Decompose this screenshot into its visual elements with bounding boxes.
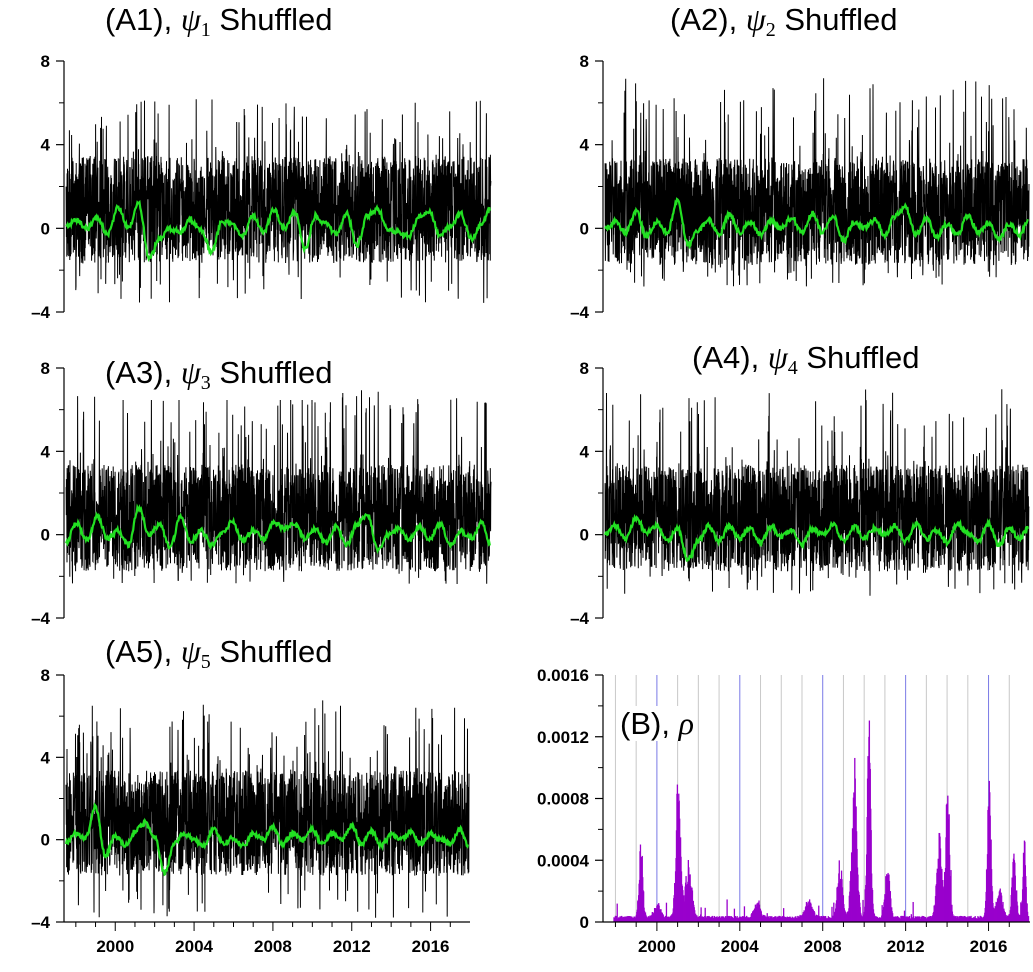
panel-B-title-prefix: (B), [620,706,670,741]
smoothed-series-line [604,513,1029,562]
x-tick-label: 2008 [804,937,842,956]
y-tick-label: 0 [580,526,589,545]
panel-A2-title-prefix: (A2), [670,2,738,37]
panel-A3-title-subscript: 3 [200,372,211,394]
y-tick-label: –4 [31,913,50,932]
bar [616,903,618,922]
panel-A4-title-suffix: Shuffled [806,340,920,375]
panel-A3: 8 4 0 –4 [31,359,492,628]
panel-A3-title: (A3), ψ3 Shuffled [103,355,335,400]
x-tick-label: 2016 [412,937,450,956]
y-tick-label: 4 [580,442,590,461]
bar [783,908,785,922]
panel-A1-title-suffix: Shuffled [219,2,333,37]
smoothed-series-line [64,802,470,877]
y-tick-label: –4 [570,303,589,322]
x-tick-label: 2004 [175,937,213,956]
y-tick-label: –4 [31,609,50,628]
panel-A5-title-prefix: (A5), [105,634,173,669]
smoothed-series-line [604,197,1029,250]
x-tick-label: 2004 [721,937,759,956]
shuffled-series-line [604,78,1030,287]
panel-A2-title-subscript: 2 [765,19,776,41]
smoothed-series-line [65,199,491,262]
bar [726,899,728,922]
x-tick-label: 2012 [333,937,371,956]
x-tick-label: 2000 [96,937,134,956]
y-tick-label: 4 [41,748,51,767]
y-tick-label: 0 [580,913,589,932]
panel-A2-title-symbol: ψ [745,1,766,37]
x-tick-label: 2012 [887,937,925,956]
panel-A4-title-symbol: ψ [767,339,788,375]
panel-B: 0.0016 0.0012 0.0008 0.0004 0 2000 2004 2008 201… [537,666,1030,956]
bar [743,906,746,922]
bar [881,905,883,922]
bar [665,902,668,922]
panel-A5-title-suffix: Shuffled [219,634,333,669]
y-tick-label: 0.0008 [537,790,589,809]
panel-A1-title: (A1), ψ1 Shuffled [103,2,335,47]
y-tick-label: 8 [580,52,589,71]
panel-A5-title-symbol: ψ [180,633,201,669]
y-tick-label: 0 [580,219,589,238]
bar [704,907,706,922]
x-tick-label: 2008 [254,937,292,956]
shuffled-series-line [65,700,470,918]
smoothed-series-line [65,503,491,555]
bar [733,908,736,922]
y-tick-label: 0.0012 [537,728,589,747]
y-tick-label: 8 [41,52,50,71]
panel-A1-title-subscript: 1 [200,19,211,41]
bar [912,901,914,922]
y-tick-label: 0.0016 [537,666,589,685]
y-tick-label: 8 [41,666,50,685]
bar [1027,916,1030,922]
panel-A5-title: (A5), ψ5 Shuffled [103,634,335,679]
panel-A3-title-symbol: ψ [180,354,201,390]
panel-A2-title-suffix: Shuffled [784,2,898,37]
bar [950,870,952,922]
y-tick-label: 0 [41,219,50,238]
panel-A5-title-subscript: 5 [200,651,211,673]
panel-A2-title: (A2), ψ2 Shuffled [668,2,900,47]
y-tick-label: 4 [41,442,51,461]
bar [643,891,645,922]
shuffled-series-line [65,389,492,585]
shuffled-series-line [604,389,1030,596]
y-tick-label: 4 [580,136,590,155]
panel-A2: 8 4 0 –4 [570,52,1030,322]
bar [831,906,833,922]
y-tick-label: 8 [580,359,589,378]
bar [818,905,820,922]
panel-A1: 8 4 0 –4 [31,52,492,322]
shuffled-series-line [65,99,492,303]
y-tick-label: –4 [570,609,589,628]
bar [903,910,906,922]
panel-A4: 8 4 0 –4 [570,359,1030,628]
panel-B-title: (B), ρ [618,706,696,741]
x-tick-label: 2016 [970,937,1008,956]
y-tick-label: 8 [41,359,50,378]
panel-A5: 8 4 0 –4 2000 2004 2008 2012 2016 [31,666,470,956]
y-tick-label: 0 [41,831,50,850]
panel-A3-title-prefix: (A3), [105,355,173,390]
panel-B-title-symbol: ρ [678,705,694,741]
panel-A4-title-prefix: (A4), [692,340,760,375]
panel-A1-title-prefix: (A1), [105,2,173,37]
y-tick-label: 4 [41,136,51,155]
y-tick-label: 0.0004 [537,851,590,870]
bar [700,907,702,922]
x-tick-label: 2000 [638,937,676,956]
panel-A4-title: (A4), ψ4 Shuffled [690,340,922,385]
panel-A1-title-symbol: ψ [180,1,201,37]
y-tick-label: 0 [41,526,50,545]
bar [862,899,864,922]
panel-A4-title-subscript: 4 [787,357,798,379]
panel-A3-title-suffix: Shuffled [219,355,333,390]
bars [613,720,1030,922]
y-tick-label: –4 [31,303,50,322]
